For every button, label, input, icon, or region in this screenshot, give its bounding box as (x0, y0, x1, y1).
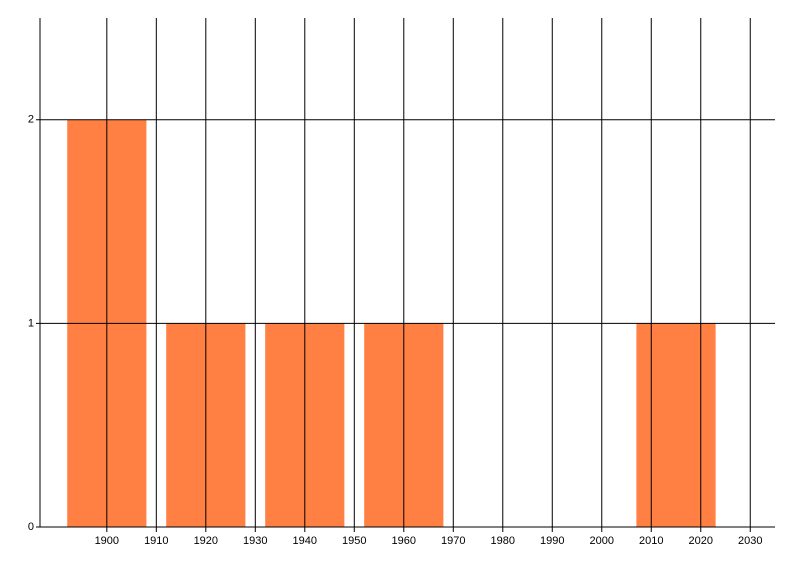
x-tick-label: 1920 (194, 535, 218, 547)
x-tick-label: 2010 (639, 535, 663, 547)
x-tick-label: 1970 (441, 535, 465, 547)
x-tick-label: 1930 (243, 535, 267, 547)
x-tick-label: 1950 (342, 535, 366, 547)
x-tick-label: 1980 (491, 535, 515, 547)
x-tick-label: 1940 (293, 535, 317, 547)
bar (636, 323, 716, 527)
y-tick-label: 0 (28, 521, 34, 533)
x-tick-label: 1990 (540, 535, 564, 547)
y-tick-label: 2 (28, 114, 34, 126)
x-tick-label: 1910 (144, 535, 168, 547)
x-tick-label: 2030 (738, 535, 762, 547)
y-tick-label: 1 (28, 317, 34, 329)
x-tick-label: 1960 (392, 535, 416, 547)
x-tick-label: 2000 (590, 535, 614, 547)
x-tick-label: 2020 (689, 535, 713, 547)
x-tick-label: 1900 (95, 535, 119, 547)
